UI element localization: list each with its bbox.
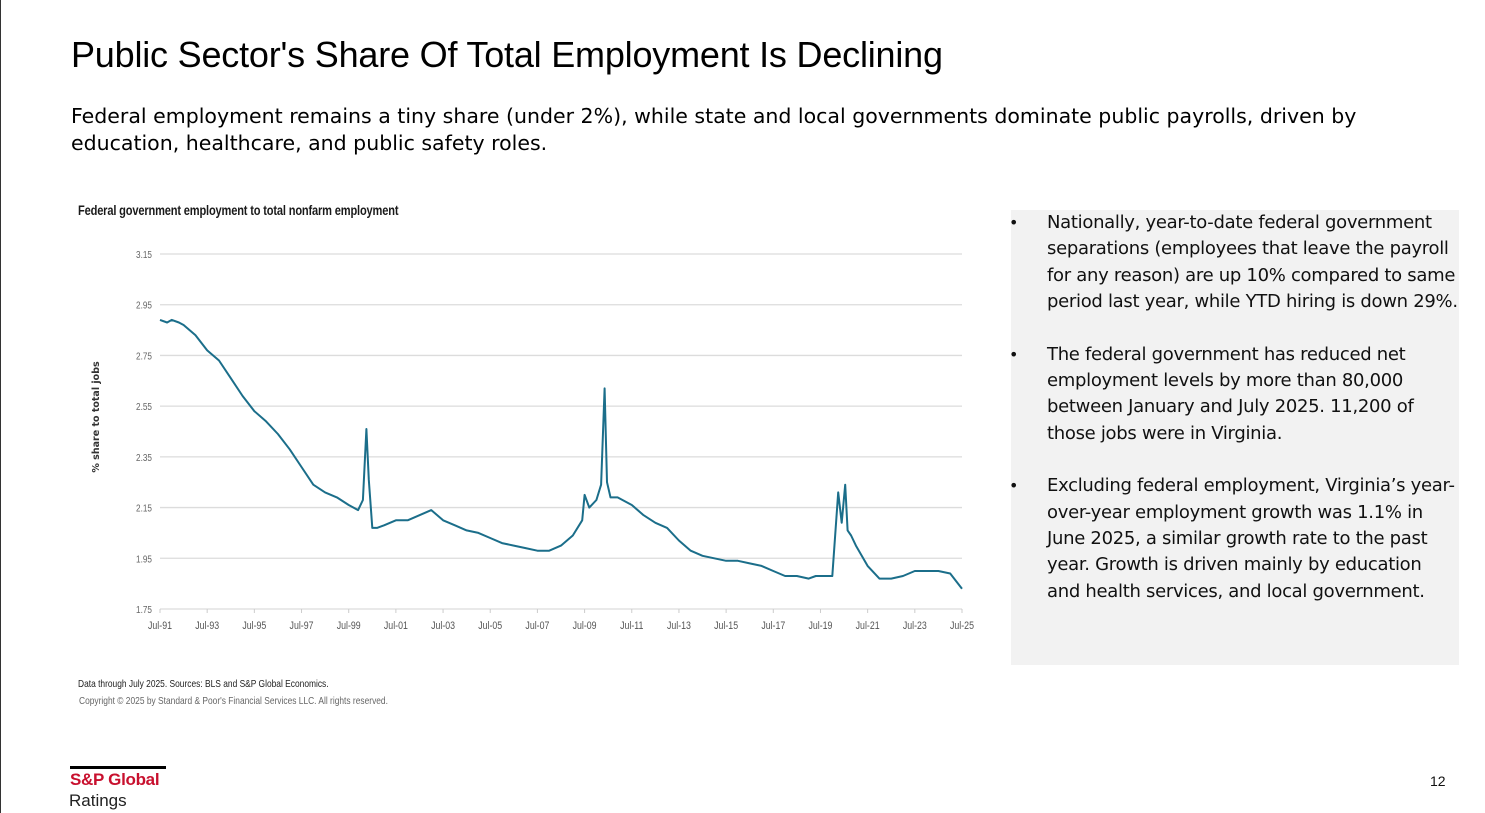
y-tick-label: 3.15 <box>136 248 152 260</box>
key-points-list: • Nationally, year-to-date federal govern… <box>1009 210 1459 605</box>
x-tick-label: Jul-03 <box>431 620 455 632</box>
x-tick-label: Jul-09 <box>573 620 597 632</box>
x-tick-label: Jul-95 <box>242 620 266 632</box>
x-axis-tick-labels: Jul-91 Jul-93 Jul-95 Jul-97 Jul-99 Jul-01 Jul-… <box>148 609 974 632</box>
x-tick-label: Jul-97 <box>290 620 314 632</box>
sp-global-logo: S&P Global <box>70 770 160 789</box>
page-number: 12 <box>1430 773 1446 789</box>
key-point-text: The federal government has reduced net e… <box>1047 343 1414 444</box>
slide-border <box>0 0 1 813</box>
line-chart: 3.152.952.752.552.352.151.951.75 Jul-91 J… <box>91 248 974 632</box>
y-tick-label: 2.35 <box>136 451 152 463</box>
y-tick-label: 2.75 <box>136 349 152 361</box>
y-tick-label: 2.15 <box>136 502 152 514</box>
x-tick-label: Jul-93 <box>195 620 219 632</box>
x-tick-label: Jul-07 <box>525 620 549 632</box>
x-tick-label: Jul-17 <box>761 620 785 632</box>
x-tick-label: Jul-05 <box>478 620 502 632</box>
y-axis-tick-labels: 3.15 2.95 2.75 2.55 2.35 2.15 1.95 1.75 <box>136 248 152 615</box>
slide-title: Public Sector's Share Of Total Employmen… <box>71 34 943 75</box>
x-tick-label: Jul-01 <box>384 620 408 632</box>
y-tick-label: 2.55 <box>136 400 152 412</box>
chart-copyright-note: Copyright © 2025 by Standard & Poor's Fi… <box>79 695 388 707</box>
bullet-icon: • <box>1009 213 1019 232</box>
x-tick-label: Jul-91 <box>148 620 172 632</box>
key-point: • Nationally, year-to-date federal govern… <box>1009 210 1459 316</box>
y-tick-label: 2.95 <box>136 299 152 311</box>
key-point: • The federal government has reduced net … <box>1009 342 1459 448</box>
chart-source-note: Data through July 2025. Sources: BLS and… <box>78 678 329 690</box>
y-axis-label: % share to total jobs <box>91 361 102 473</box>
series-line-federal-share <box>159 318 963 590</box>
x-tick-label: Jul-13 <box>667 620 691 632</box>
x-tick-label: Jul-23 <box>903 620 927 632</box>
y-tick-label: 1.95 <box>136 552 152 564</box>
key-point-text: Nationally, year-to-date federal governm… <box>1047 212 1458 313</box>
y-tick-label: 1.75 <box>136 603 152 615</box>
bullet-icon: • <box>1009 344 1019 364</box>
x-tick-label: Jul-21 <box>856 620 880 632</box>
key-points-panel: • Nationally, year-to-date federal govern… <box>1009 210 1459 665</box>
key-point: • Excluding federal employment, Virginia’… <box>1009 473 1459 605</box>
logo-ratings-text: Ratings <box>69 791 127 810</box>
x-tick-label: Jul-15 <box>714 620 738 632</box>
x-tick-label: Jul-19 <box>808 620 832 632</box>
bullet-icon: • <box>1009 476 1019 496</box>
slide-subtitle: Federal employment remains a tiny share … <box>71 104 1357 155</box>
key-point-text: Excluding federal employment, Virginia’s… <box>1047 475 1455 602</box>
chart-title: Federal government employment to total n… <box>78 203 399 218</box>
chart-gridlines <box>160 253 962 610</box>
x-tick-label: Jul-11 <box>620 620 644 632</box>
x-tick-label: Jul-99 <box>337 620 361 632</box>
logo-rule <box>70 766 166 769</box>
x-tick-label: Jul-25 <box>950 620 974 632</box>
